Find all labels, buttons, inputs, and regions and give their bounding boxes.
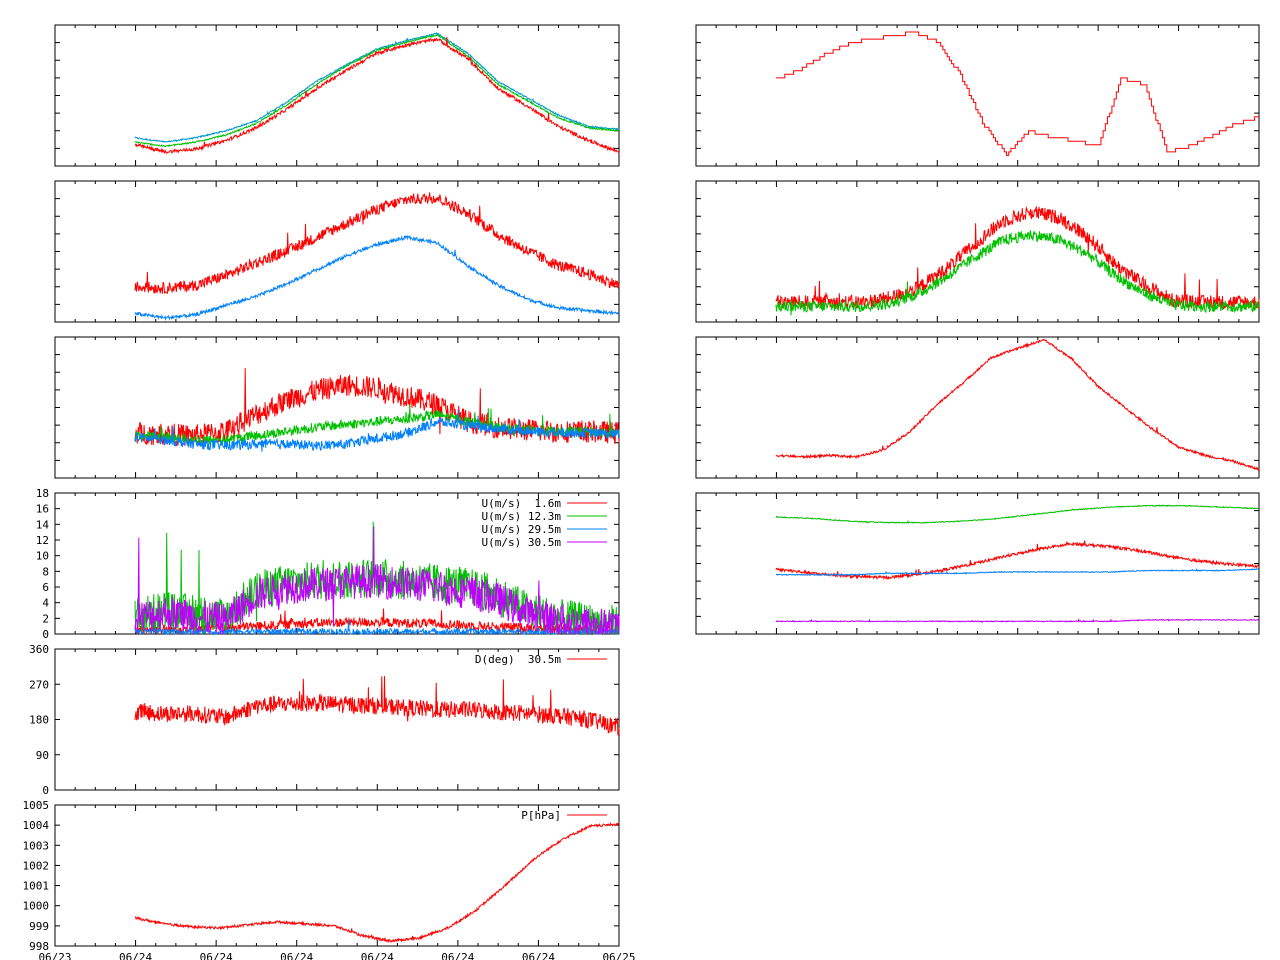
y-tick-label: 360 bbox=[29, 643, 49, 656]
y-tick-label: 10 bbox=[36, 550, 49, 563]
series-line-red bbox=[775, 205, 1260, 311]
legend-entry-label: P[hPa] bbox=[521, 809, 561, 822]
y-tick-label: 1002 bbox=[23, 859, 50, 872]
y-tick-label: 0 bbox=[42, 628, 49, 641]
y-tick-label: 1000 bbox=[23, 900, 50, 913]
y-tick-label: 0 bbox=[42, 784, 49, 797]
legend-entry-label: U(m/s) 12.3m bbox=[482, 510, 562, 523]
chart-panel-right-4 bbox=[695, 492, 1260, 635]
y-tick-label: 1005 bbox=[23, 799, 50, 812]
y-tick-label: 180 bbox=[29, 714, 49, 727]
chart-panel-left-2 bbox=[54, 180, 620, 323]
series-line-green bbox=[775, 230, 1260, 316]
y-tick-label: 90 bbox=[36, 749, 49, 762]
x-tick-label-date: 06/24 bbox=[280, 951, 313, 960]
y-tick-label: 999 bbox=[29, 920, 49, 933]
plot-frame bbox=[695, 24, 1260, 167]
x-tick-label-date: 06/24 bbox=[441, 951, 474, 960]
y-tick-label: 270 bbox=[29, 678, 49, 691]
series-line-blue bbox=[776, 568, 1260, 577]
series-line-green bbox=[775, 504, 1260, 524]
y-tick-label: 1003 bbox=[23, 839, 50, 852]
plot-frame bbox=[695, 492, 1260, 635]
legend-entry-label: U(m/s) 30.5m bbox=[482, 536, 562, 549]
y-tick-label: 8 bbox=[42, 565, 49, 578]
series-line-red bbox=[134, 192, 620, 295]
legend-entry-label: D(deg) 30.5m bbox=[475, 653, 561, 666]
x-tick-label-date: 06/23 bbox=[38, 951, 71, 960]
y-tick-label: 4 bbox=[42, 597, 49, 610]
series-line-green bbox=[134, 33, 619, 148]
chart-panel-right-3 bbox=[695, 336, 1260, 479]
x-tick-label-date: 06/24 bbox=[361, 951, 394, 960]
chart-panel-left-3 bbox=[54, 336, 620, 479]
legend-entry-label: U(m/s) 29.5m bbox=[482, 523, 562, 536]
series-line-red bbox=[776, 31, 1259, 156]
series-line-p-hpa- bbox=[134, 821, 620, 944]
series-line-blue bbox=[134, 234, 620, 321]
plot-frame bbox=[695, 336, 1260, 479]
plot-frame bbox=[54, 648, 620, 791]
chart-panel-left-6: 998 999 1000 1001 1002 1003 1004 1005 P[hPa] bbox=[23, 799, 620, 953]
y-tick-label: 16 bbox=[36, 503, 49, 516]
series-line-purple bbox=[775, 618, 1260, 624]
y-tick-label: 14 bbox=[36, 518, 50, 531]
y-tick-label: 12 bbox=[36, 534, 49, 547]
series-line-red bbox=[775, 540, 1260, 581]
plot-frame bbox=[54, 336, 620, 479]
chart-panel-right-1 bbox=[695, 24, 1260, 167]
series-line-red bbox=[775, 339, 1260, 472]
y-tick-label: 18 bbox=[36, 487, 49, 500]
x-tick-label-date: 06/24 bbox=[522, 951, 555, 960]
y-tick-label: 6 bbox=[42, 581, 49, 594]
series-line-red bbox=[134, 36, 620, 155]
legend-entry-label: U(m/s) 1.6m bbox=[482, 497, 562, 510]
chart-panel-right-2 bbox=[695, 180, 1260, 323]
chart-panel-left-5: 0 90 180 270 360 D(deg) 30.5m bbox=[29, 643, 620, 797]
x-tick-label-date: 06/25 bbox=[602, 951, 635, 960]
chart-panel-left-1 bbox=[54, 24, 620, 167]
y-tick-label: 2 bbox=[42, 612, 49, 625]
x-tick-label-date: 06/24 bbox=[200, 951, 233, 960]
series-line-blue bbox=[134, 409, 620, 452]
series-line-u-m-s-30-5m bbox=[134, 526, 620, 635]
y-tick-label: 1001 bbox=[23, 880, 50, 893]
y-tick-label: 1004 bbox=[23, 819, 50, 832]
x-tick-label-date: 06/24 bbox=[119, 951, 152, 960]
series-line-d-deg-30-5m bbox=[134, 676, 620, 737]
y-tick-label: 998 bbox=[29, 940, 49, 953]
plot-frame bbox=[54, 804, 620, 947]
